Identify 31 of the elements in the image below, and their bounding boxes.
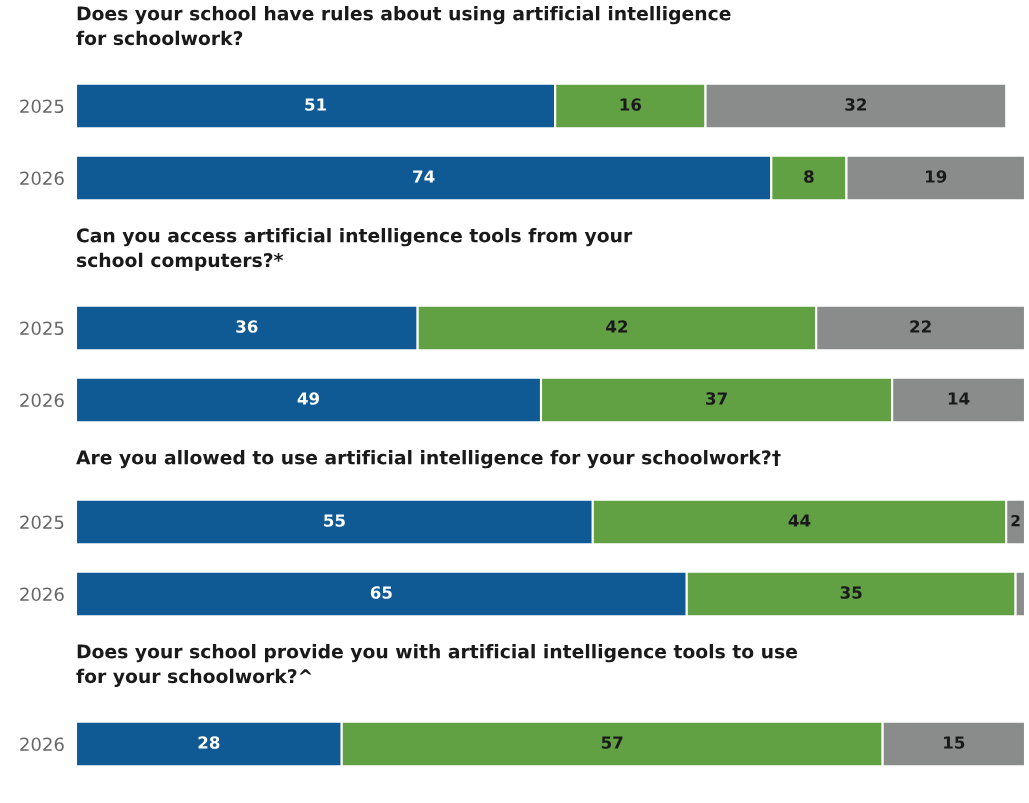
data-label: 42 [606,320,628,333]
data-label: 19 [926,170,947,183]
data-label: 2 [1011,514,1020,527]
data-label: 55 [324,514,345,527]
data-label: 22 [910,320,931,333]
data-label: 51 [305,98,327,111]
y-tick-label: 2026 [20,587,64,602]
y-tick-label: 2026 [20,171,64,186]
data-label: 57 [601,736,623,749]
y-tick-label: 2025 [20,515,64,530]
y-tick-label: 2025 [20,321,64,336]
data-label: 16 [620,98,642,111]
y-tick-label: 2026 [20,737,64,752]
chart-title: Can you access artificial intelligence tools from your school computers?* [76,228,633,271]
data-label: 32 [845,98,867,111]
data-label: 74 [413,170,435,183]
y-tick-label: 2026 [20,393,64,408]
y-tick-label: 2025 [20,99,64,114]
chart-title: Does your school have rules about using artificial intelligence for schoolwork? [76,6,731,46]
data-label: 35 [840,586,862,599]
data-label: 28 [198,736,220,749]
data-label: 8 [804,170,814,183]
data-label: 15 [944,736,965,749]
data-label: 36 [236,320,258,333]
chart-title: Are you allowed to use artificial intelligence for your schoolwork?† [76,450,781,469]
data-label: 49 [297,392,320,405]
data-label: 65 [370,586,392,599]
chart-title: Does your school provide you with artificial intelligence tools to use for your schoolwork?^ [76,644,797,687]
data-label: 37 [706,392,727,405]
data-label: 14 [948,392,970,405]
data-label: 44 [788,514,811,527]
